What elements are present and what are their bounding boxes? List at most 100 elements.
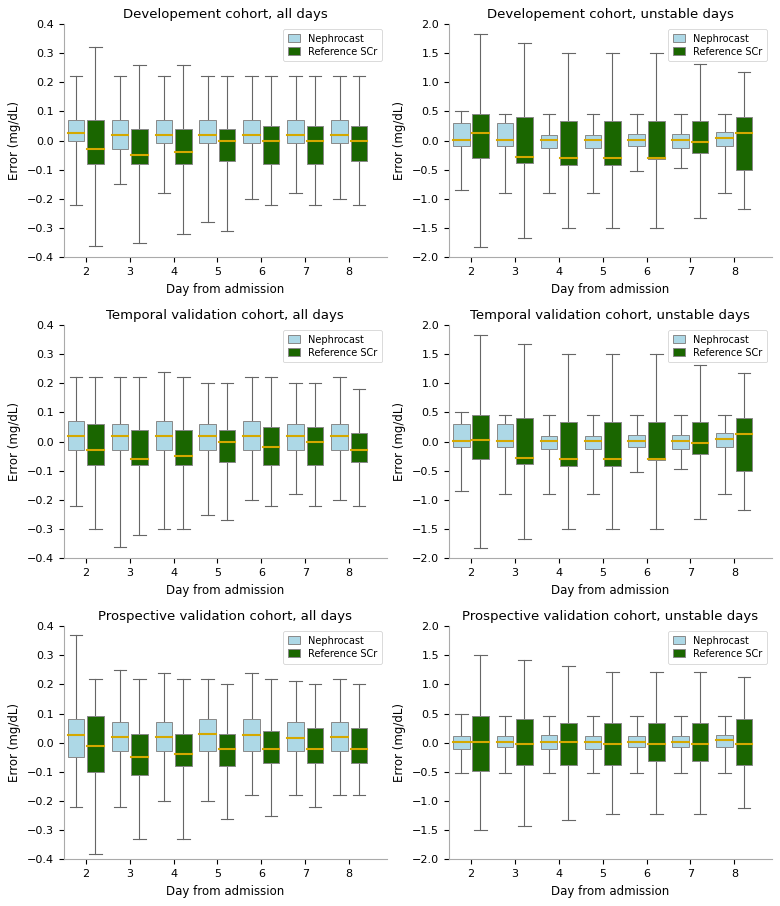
- Bar: [672, 736, 689, 747]
- Bar: [175, 129, 192, 164]
- Bar: [155, 120, 172, 143]
- Bar: [648, 724, 665, 761]
- Legend: Nephrocast, Reference SCr: Nephrocast, Reference SCr: [283, 631, 381, 663]
- Bar: [307, 427, 323, 465]
- Bar: [87, 717, 104, 772]
- Bar: [200, 120, 216, 143]
- Y-axis label: Error (mg/dL): Error (mg/dL): [9, 402, 21, 481]
- Bar: [131, 734, 147, 775]
- Bar: [584, 135, 601, 148]
- Bar: [604, 422, 621, 467]
- Bar: [629, 435, 645, 448]
- Bar: [218, 129, 236, 161]
- Bar: [87, 424, 104, 465]
- Title: Temporal validation cohort, all days: Temporal validation cohort, all days: [106, 310, 344, 323]
- Bar: [541, 135, 558, 148]
- Bar: [629, 133, 645, 147]
- Title: Prospective validation cohort, unstable days: Prospective validation cohort, unstable …: [463, 611, 758, 623]
- Bar: [716, 433, 733, 448]
- Bar: [497, 123, 513, 147]
- Bar: [516, 719, 533, 765]
- Bar: [68, 421, 84, 450]
- Bar: [112, 722, 128, 751]
- Bar: [497, 736, 513, 747]
- Bar: [243, 719, 260, 751]
- Bar: [131, 430, 147, 465]
- Y-axis label: Error (mg/dL): Error (mg/dL): [393, 101, 406, 180]
- Bar: [472, 114, 489, 158]
- Bar: [263, 126, 279, 164]
- Bar: [287, 722, 304, 751]
- Bar: [287, 424, 304, 450]
- Bar: [243, 120, 260, 143]
- Bar: [307, 126, 323, 164]
- Bar: [692, 422, 708, 455]
- Bar: [472, 415, 489, 459]
- Bar: [672, 133, 689, 149]
- Bar: [472, 716, 489, 771]
- X-axis label: Day from admission: Day from admission: [551, 283, 669, 295]
- Bar: [200, 424, 216, 450]
- Y-axis label: Error (mg/dL): Error (mg/dL): [393, 703, 406, 782]
- Bar: [155, 722, 172, 751]
- Bar: [87, 120, 104, 164]
- Bar: [516, 117, 533, 163]
- Bar: [648, 422, 665, 460]
- Bar: [629, 736, 645, 747]
- Y-axis label: Error (mg/dL): Error (mg/dL): [393, 402, 406, 481]
- Bar: [68, 719, 84, 757]
- Bar: [672, 435, 689, 449]
- Legend: Nephrocast, Reference SCr: Nephrocast, Reference SCr: [668, 631, 767, 663]
- Bar: [350, 126, 367, 161]
- Bar: [692, 121, 708, 153]
- Legend: Nephrocast, Reference SCr: Nephrocast, Reference SCr: [668, 330, 767, 362]
- Bar: [736, 719, 753, 765]
- X-axis label: Day from admission: Day from admission: [166, 583, 284, 596]
- Bar: [175, 734, 192, 766]
- Bar: [175, 430, 192, 465]
- Bar: [350, 433, 367, 462]
- X-axis label: Day from admission: Day from admission: [551, 583, 669, 596]
- Bar: [560, 724, 576, 765]
- Bar: [453, 424, 470, 448]
- Bar: [516, 419, 533, 464]
- Bar: [263, 427, 279, 465]
- Title: Developement cohort, unstable days: Developement cohort, unstable days: [487, 8, 734, 22]
- Y-axis label: Error (mg/dL): Error (mg/dL): [9, 703, 21, 782]
- Bar: [218, 734, 236, 766]
- Bar: [604, 724, 621, 765]
- X-axis label: Day from admission: Day from admission: [551, 884, 669, 898]
- Bar: [584, 436, 601, 448]
- Bar: [736, 419, 753, 471]
- Bar: [560, 422, 576, 467]
- Bar: [541, 436, 558, 448]
- Title: Developement cohort, all days: Developement cohort, all days: [122, 8, 328, 22]
- Bar: [332, 424, 348, 450]
- Bar: [112, 120, 128, 149]
- Bar: [453, 736, 470, 748]
- Bar: [112, 424, 128, 450]
- Bar: [584, 736, 601, 748]
- Bar: [243, 421, 260, 450]
- Legend: Nephrocast, Reference SCr: Nephrocast, Reference SCr: [668, 29, 767, 62]
- Title: Temporal validation cohort, unstable days: Temporal validation cohort, unstable day…: [470, 310, 750, 323]
- Bar: [263, 731, 279, 763]
- Bar: [453, 123, 470, 147]
- Bar: [307, 728, 323, 763]
- Bar: [560, 121, 576, 165]
- Bar: [716, 131, 733, 147]
- Bar: [332, 120, 348, 143]
- Bar: [692, 724, 708, 761]
- Legend: Nephrocast, Reference SCr: Nephrocast, Reference SCr: [283, 330, 381, 362]
- Bar: [218, 430, 236, 462]
- Bar: [131, 129, 147, 164]
- X-axis label: Day from admission: Day from admission: [166, 884, 284, 898]
- Bar: [736, 117, 753, 169]
- Bar: [648, 121, 665, 159]
- Bar: [716, 735, 733, 747]
- Bar: [287, 120, 304, 143]
- Bar: [200, 719, 216, 751]
- Bar: [68, 120, 84, 140]
- Y-axis label: Error (mg/dL): Error (mg/dL): [9, 101, 21, 180]
- Bar: [155, 421, 172, 450]
